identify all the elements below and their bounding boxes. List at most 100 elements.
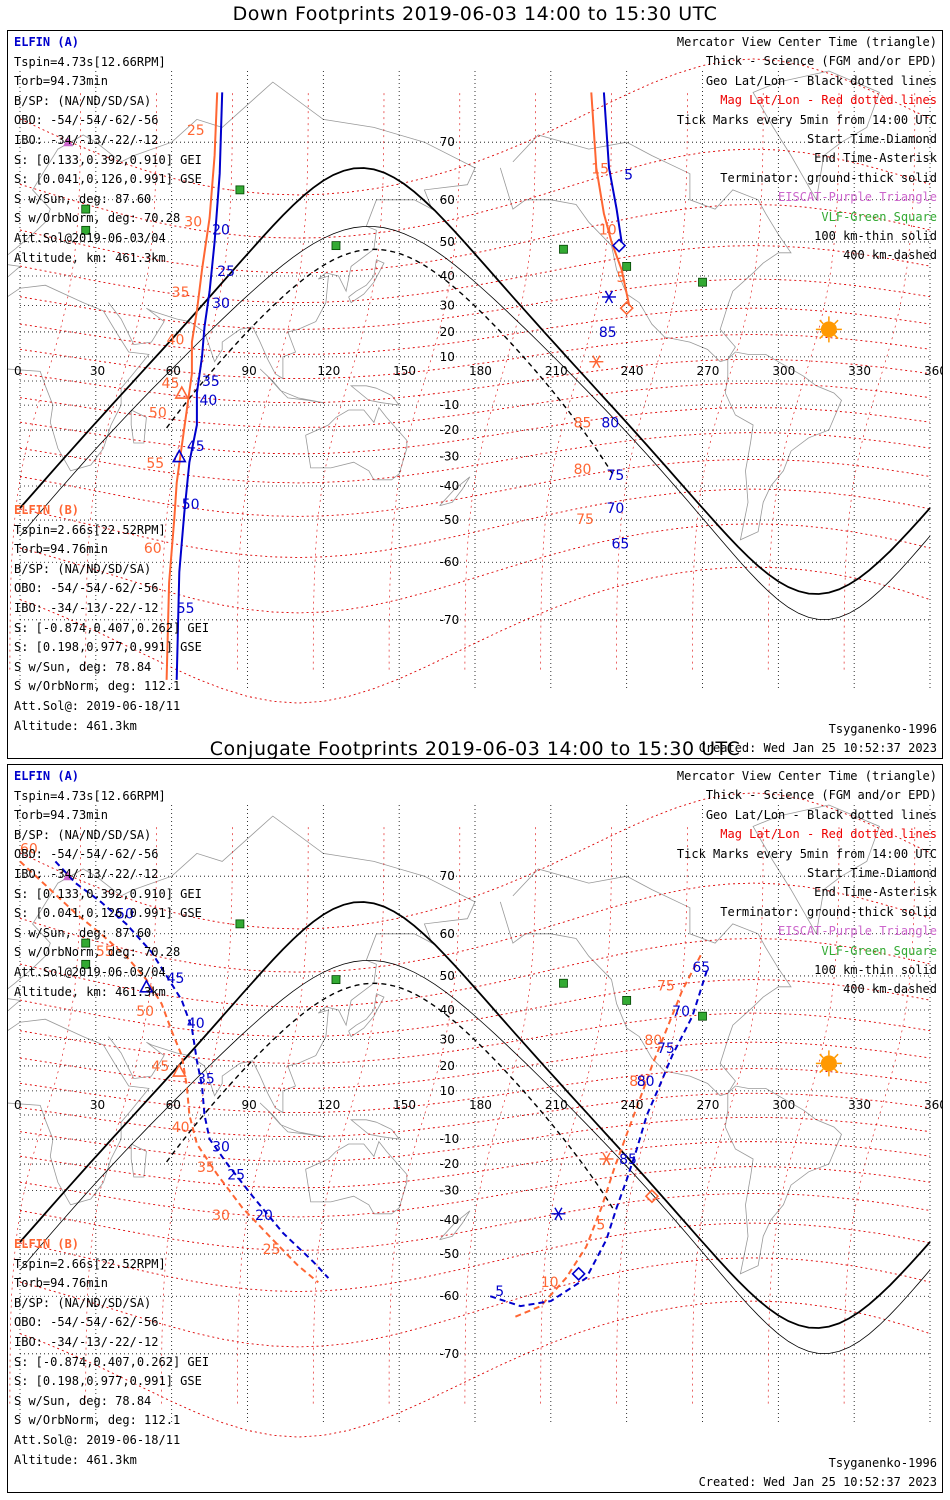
lat-label: -20 xyxy=(440,423,460,437)
coastline xyxy=(8,815,476,1012)
mag-parallel xyxy=(19,148,931,239)
lat-label: -40 xyxy=(440,479,460,493)
tick-label: 45 xyxy=(162,376,180,392)
tick-label: 45 xyxy=(167,971,185,987)
lat-label: -50 xyxy=(440,513,460,527)
info-line: B/SP: (NA/ND/SD/SA) xyxy=(14,1295,152,1310)
vlf-station-icon xyxy=(559,244,568,254)
sun-ray xyxy=(834,319,839,325)
info-line: Tspin=2.66s[22.52RPM] xyxy=(14,1256,166,1271)
tick-label: 25 xyxy=(217,264,235,280)
field-model: Tsyganenko-1996 xyxy=(828,1456,937,1470)
info-line: OBO: -54/-54/-62/-56 xyxy=(14,1315,159,1330)
tick-label: 30 xyxy=(184,214,202,230)
lon-label: 300 xyxy=(772,1098,795,1112)
lon-label: 300 xyxy=(772,364,795,378)
center-triangle-icon xyxy=(171,448,187,463)
lat-label: 30 xyxy=(440,298,455,312)
legend-entry: Start Time-Diamond xyxy=(806,866,937,881)
elfin-a-info: ELFIN (A) Tspin=4.73s[12.66RPM] Torb=94.7… xyxy=(14,33,202,268)
info-line: Altitude: 461.3km xyxy=(14,718,137,733)
mag-parallel xyxy=(19,792,931,930)
legend-entry: Mercator View Center Time (triangle) xyxy=(676,35,937,49)
mag-parallel xyxy=(19,566,931,704)
vlf-station-icon xyxy=(81,204,91,214)
elfin-a-lines: Tspin=4.73s[12.66RPM] Torb=94.73min B/SP: … xyxy=(14,53,202,269)
lon-label: 90 xyxy=(242,364,257,378)
panel-down-footprints: 5 10 15 25 30 35 40 45 50 55 60 75 80 85 5 20 25 30 35 40 45… xyxy=(7,30,943,759)
info-line: S: [0.041,0.126,0.991] GSE xyxy=(14,172,202,187)
lon-label: 150 xyxy=(393,1098,416,1112)
info-line: OBO: -54/-54/-62/-56 xyxy=(14,113,159,128)
start-diamond-icon xyxy=(644,1189,660,1204)
tick-label: 20 xyxy=(212,222,230,238)
coastline xyxy=(439,1210,471,1241)
info-line: S w/OrbNorm, deg: 112.1 xyxy=(14,679,181,694)
legend-entry: Mercator View Center Time (triangle) xyxy=(676,769,937,783)
sun-ray xyxy=(834,1068,839,1074)
info-line: S w/Sun, deg: 87.60 xyxy=(14,925,152,940)
lat-label: 30 xyxy=(440,1032,455,1046)
tick-label: 35 xyxy=(197,1160,215,1176)
tick-label: 20 xyxy=(255,1208,273,1224)
terminator-400km xyxy=(166,982,615,1211)
map-legend: Mercator View Center Time (triangle) Thic… xyxy=(677,33,937,266)
lat-label: -20 xyxy=(440,1157,460,1171)
mag-parallel xyxy=(19,245,931,304)
orbit-track xyxy=(54,860,330,1279)
info-line: Altitude, km: 461.3km xyxy=(14,984,166,999)
mag-parallel xyxy=(19,882,931,973)
tick-label: 25 xyxy=(187,123,205,139)
terminator-400km xyxy=(166,248,615,477)
tick-label: 70 xyxy=(672,1004,690,1020)
lat-label: 50 xyxy=(440,969,455,983)
legend-entry: 400 km-dashed xyxy=(843,982,937,997)
sun-ray xyxy=(819,1053,824,1059)
vlf-station-icon xyxy=(622,995,632,1005)
info-line: IBO: -34/-13/-22/-12 xyxy=(14,1334,159,1349)
legend-entry: Terminator: ground-thick solid xyxy=(720,170,937,185)
lon-label: 240 xyxy=(621,1098,644,1112)
elfin-b-lines: Tspin=2.66s[22.52RPM] Torb=94.76min B/SP: … xyxy=(14,1255,209,1471)
tick-label: 35 xyxy=(202,374,220,390)
terminator-100km xyxy=(19,960,931,1354)
tick-label: 40 xyxy=(199,393,217,409)
mag-parallel xyxy=(19,1300,931,1438)
orbit-track xyxy=(590,92,631,306)
tick-label: 75 xyxy=(606,468,624,484)
tick-label: 60 xyxy=(144,541,162,557)
coastline xyxy=(348,993,385,1038)
start-diamond-icon xyxy=(611,238,627,253)
tick-label: 40 xyxy=(187,1016,205,1032)
legend-entry: Terminator: ground-thick solid xyxy=(720,904,937,919)
legend-entry: Tick Marks every 5min from 14:00 UTC xyxy=(676,112,937,127)
coastline xyxy=(499,134,792,363)
tick-label: 5 xyxy=(617,270,626,286)
tick-label: 35 xyxy=(172,285,190,301)
lon-label: 360 xyxy=(924,364,942,378)
info-line: IBO: -34/-13/-22/-12 xyxy=(14,866,159,881)
info-line: IBO: -34/-13/-22/-12 xyxy=(14,600,159,615)
created-time: Created: Wed Jan 25 10:52:37 2023 xyxy=(698,741,937,755)
vlf-station-icon xyxy=(698,1011,707,1021)
vlf-station-icon xyxy=(81,959,91,969)
lon-label: 330 xyxy=(848,364,871,378)
coastline xyxy=(752,804,880,934)
lon-label: 60 xyxy=(166,364,181,378)
tick-label: 80 xyxy=(601,415,619,431)
lat-label: 60 xyxy=(440,193,455,207)
coastline xyxy=(8,284,150,472)
tick-label: 5 xyxy=(624,167,633,183)
lat-label: -10 xyxy=(440,398,460,412)
tick-label: 30 xyxy=(212,296,230,312)
info-line: B/SP: (NA/ND/SD/SA) xyxy=(14,93,152,108)
tick-label: 50 xyxy=(182,497,200,513)
start-diamond-icon xyxy=(619,301,634,316)
info-line: Tspin=2.66s[22.52RPM] xyxy=(14,522,166,537)
lat-label: 40 xyxy=(440,269,455,283)
lon-label: 120 xyxy=(317,1098,340,1112)
lon-label: 30 xyxy=(90,364,105,378)
tick-label: 45 xyxy=(151,1059,169,1075)
lon-label: 180 xyxy=(469,1098,492,1112)
orbit-track xyxy=(165,92,219,680)
